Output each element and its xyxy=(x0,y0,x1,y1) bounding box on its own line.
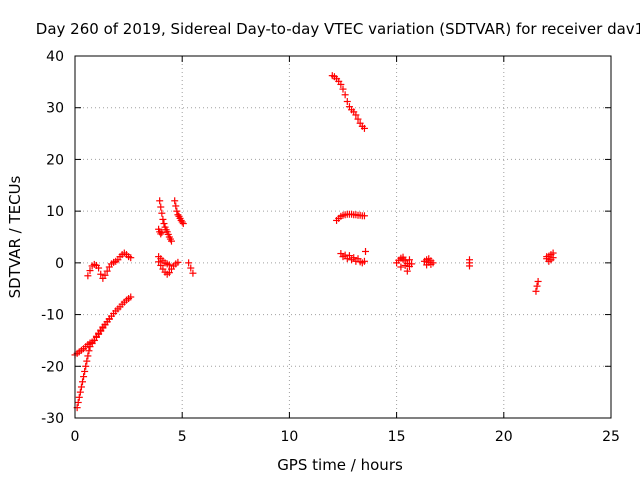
data-point xyxy=(83,357,91,365)
data-point xyxy=(543,253,551,261)
data-point xyxy=(179,220,187,228)
data-point xyxy=(167,237,175,245)
y-tick-labels: -30 -20 -10 0 10 20 30 40 xyxy=(41,49,64,427)
data-point xyxy=(401,261,409,269)
data-point xyxy=(171,197,179,205)
axis-ticks xyxy=(74,55,612,419)
data-point xyxy=(343,98,351,106)
y-tick-label: 20 xyxy=(46,152,64,168)
data-point xyxy=(360,124,368,132)
data-point xyxy=(82,362,90,370)
data-point xyxy=(423,261,431,269)
x-tick-label: 0 xyxy=(71,429,80,445)
data-point xyxy=(79,378,87,386)
x-tick-label: 10 xyxy=(280,429,298,445)
data-point xyxy=(339,85,347,93)
data-point xyxy=(127,254,135,262)
data-point xyxy=(352,111,360,119)
data-point xyxy=(165,269,173,277)
y-tick-label: 40 xyxy=(46,49,64,65)
x-axis-label: GPS time / hours xyxy=(277,456,403,474)
data-point xyxy=(408,260,416,268)
data-point xyxy=(97,270,105,278)
data-point xyxy=(532,287,540,295)
data-point xyxy=(174,211,182,219)
y-tick-label: 0 xyxy=(55,256,64,272)
y-axis-label: SDTVAR / TECUs xyxy=(6,175,24,298)
data-point xyxy=(189,269,197,277)
data-point xyxy=(84,272,92,280)
data-point xyxy=(174,258,182,266)
data-point xyxy=(360,257,368,265)
data-point xyxy=(350,254,358,262)
data-point xyxy=(533,282,541,290)
data-point xyxy=(187,264,195,272)
grid xyxy=(75,56,611,418)
data-point xyxy=(157,203,165,211)
x-tick-label: 15 xyxy=(388,429,406,445)
x-tick-label: 25 xyxy=(602,429,620,445)
data-point xyxy=(354,115,362,123)
data-point xyxy=(105,315,113,323)
data-point xyxy=(360,212,368,220)
data-point xyxy=(178,218,186,226)
data-point xyxy=(172,202,180,210)
data-point xyxy=(81,367,89,375)
data-point xyxy=(397,263,405,271)
chart-title: Day 260 of 2019, Sidereal Day-to-day VTE… xyxy=(36,20,640,38)
data-point xyxy=(157,261,165,269)
data-point xyxy=(403,267,411,275)
data-point xyxy=(101,271,109,279)
data-point xyxy=(75,393,83,401)
data-point xyxy=(465,256,473,264)
data-point xyxy=(405,256,413,264)
y-tick-label: -10 xyxy=(41,308,64,324)
y-tick-label: 30 xyxy=(46,101,64,117)
data-point xyxy=(185,259,193,267)
data-point xyxy=(160,220,168,228)
data-point xyxy=(534,277,542,285)
data-point xyxy=(76,388,84,396)
data-point xyxy=(103,267,111,275)
data-point xyxy=(159,215,167,223)
data-point xyxy=(77,383,85,391)
data-point xyxy=(165,261,173,269)
plot-border xyxy=(74,55,612,419)
data-point xyxy=(157,230,165,238)
data-point xyxy=(85,347,93,355)
y-tick-label: 10 xyxy=(46,204,64,220)
data-point xyxy=(173,207,181,215)
y-tick-label: -20 xyxy=(41,359,64,375)
data-point xyxy=(341,91,349,99)
data-point xyxy=(337,80,345,88)
data-point xyxy=(399,253,407,261)
data-point xyxy=(86,267,94,275)
x-tick-labels: 0 5 10 15 20 25 xyxy=(71,429,620,445)
data-point xyxy=(345,252,353,260)
data-point xyxy=(427,257,435,265)
x-tick-label: 5 xyxy=(178,429,187,445)
data-point xyxy=(80,373,88,381)
data-point xyxy=(158,228,166,236)
data-point xyxy=(84,352,92,360)
data-points xyxy=(71,72,557,412)
data-point xyxy=(362,247,370,255)
data-point xyxy=(74,398,82,406)
data-point xyxy=(95,264,103,272)
y-tick-label: -30 xyxy=(41,411,64,427)
data-point xyxy=(545,257,553,265)
data-point xyxy=(156,197,164,205)
data-point xyxy=(127,293,135,301)
data-point xyxy=(549,254,557,262)
data-point xyxy=(158,209,166,217)
x-tick-label: 20 xyxy=(495,429,513,445)
